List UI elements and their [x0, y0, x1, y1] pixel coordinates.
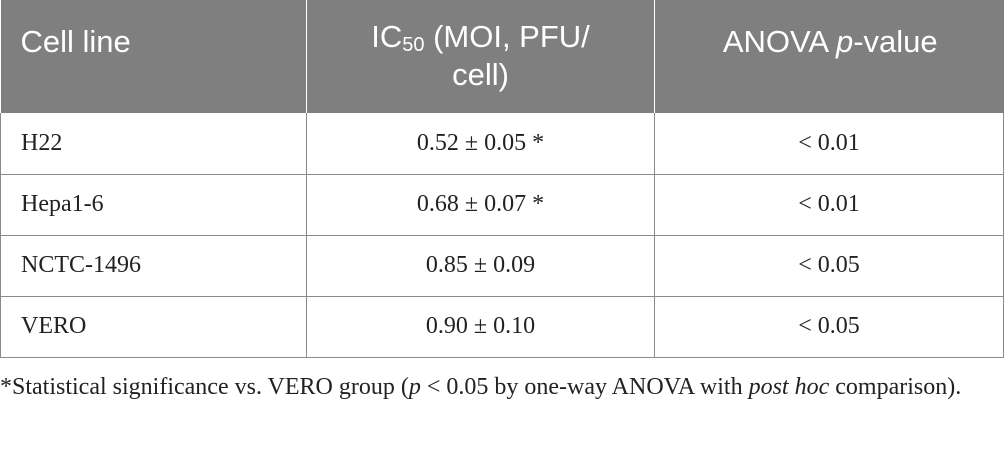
header-cell-line-label: Cell line	[20, 24, 131, 59]
table-row: VERO 0.90 ± 0.10 < 0.05	[0, 296, 1004, 358]
footnote-p: p	[408, 374, 421, 400]
cell-line: NCTC-1496	[0, 235, 307, 297]
table-row: Hepa1-6 0.68 ± 0.07 * < 0.01	[0, 174, 1004, 236]
p-value: < 0.05	[654, 235, 1004, 297]
header-anova-prefix: ANOVA	[722, 24, 836, 59]
table-row: H22 0.52 ± 0.05 * < 0.01	[0, 113, 1004, 175]
cell-line: H22	[0, 113, 307, 175]
cell-line: Hepa1-6	[0, 174, 307, 236]
header-anova-suffix: -value	[853, 24, 938, 59]
p-value: < 0.05	[654, 296, 1004, 358]
ic50-value: 0.85 ± 0.09	[306, 235, 655, 297]
header-ic50-units: (MOI, PFU/ cell)	[424, 19, 590, 92]
header-cell-line: Cell line	[0, 0, 307, 113]
ic50-value: 0.52 ± 0.05 *	[306, 113, 655, 175]
ic50-value: 0.68 ± 0.07 *	[306, 174, 655, 236]
header-row: Cell line IC50 (MOI, PFU/ cell) ANOVA p-…	[0, 0, 1004, 113]
table-row: NCTC-1496 0.85 ± 0.09 < 0.05	[0, 235, 1004, 297]
header-ic50-prefix: IC	[371, 19, 403, 54]
footnote-text-1: *Statistical significance vs. VERO group…	[0, 374, 409, 400]
p-value: < 0.01	[654, 174, 1004, 236]
header-ic50: IC50 (MOI, PFU/ cell)	[306, 0, 655, 113]
footnote-post-hoc: post hoc	[748, 374, 830, 400]
footnote-text-3: comparison).	[829, 374, 962, 400]
ic50-value: 0.90 ± 0.10	[306, 296, 655, 358]
footnote-text-2: < 0.05 by one-way ANOVA with	[420, 374, 749, 400]
table-header: Cell line IC50 (MOI, PFU/ cell) ANOVA p-…	[0, 0, 1004, 113]
table-body: H22 0.52 ± 0.05 * < 0.01 Hepa1-6 0.68 ± …	[0, 113, 1004, 358]
ic50-table: Cell line IC50 (MOI, PFU/ cell) ANOVA p-…	[0, 0, 1004, 358]
table-footnote: *Statistical significance vs. VERO group…	[0, 370, 1000, 404]
header-ic50-subscript: 50	[402, 34, 425, 56]
header-anova-p: p	[835, 24, 854, 59]
data-table-container: Cell line IC50 (MOI, PFU/ cell) ANOVA p-…	[0, 0, 1004, 358]
cell-line: VERO	[0, 296, 307, 358]
header-anova: ANOVA p-value	[654, 0, 1004, 113]
p-value: < 0.01	[654, 113, 1004, 175]
